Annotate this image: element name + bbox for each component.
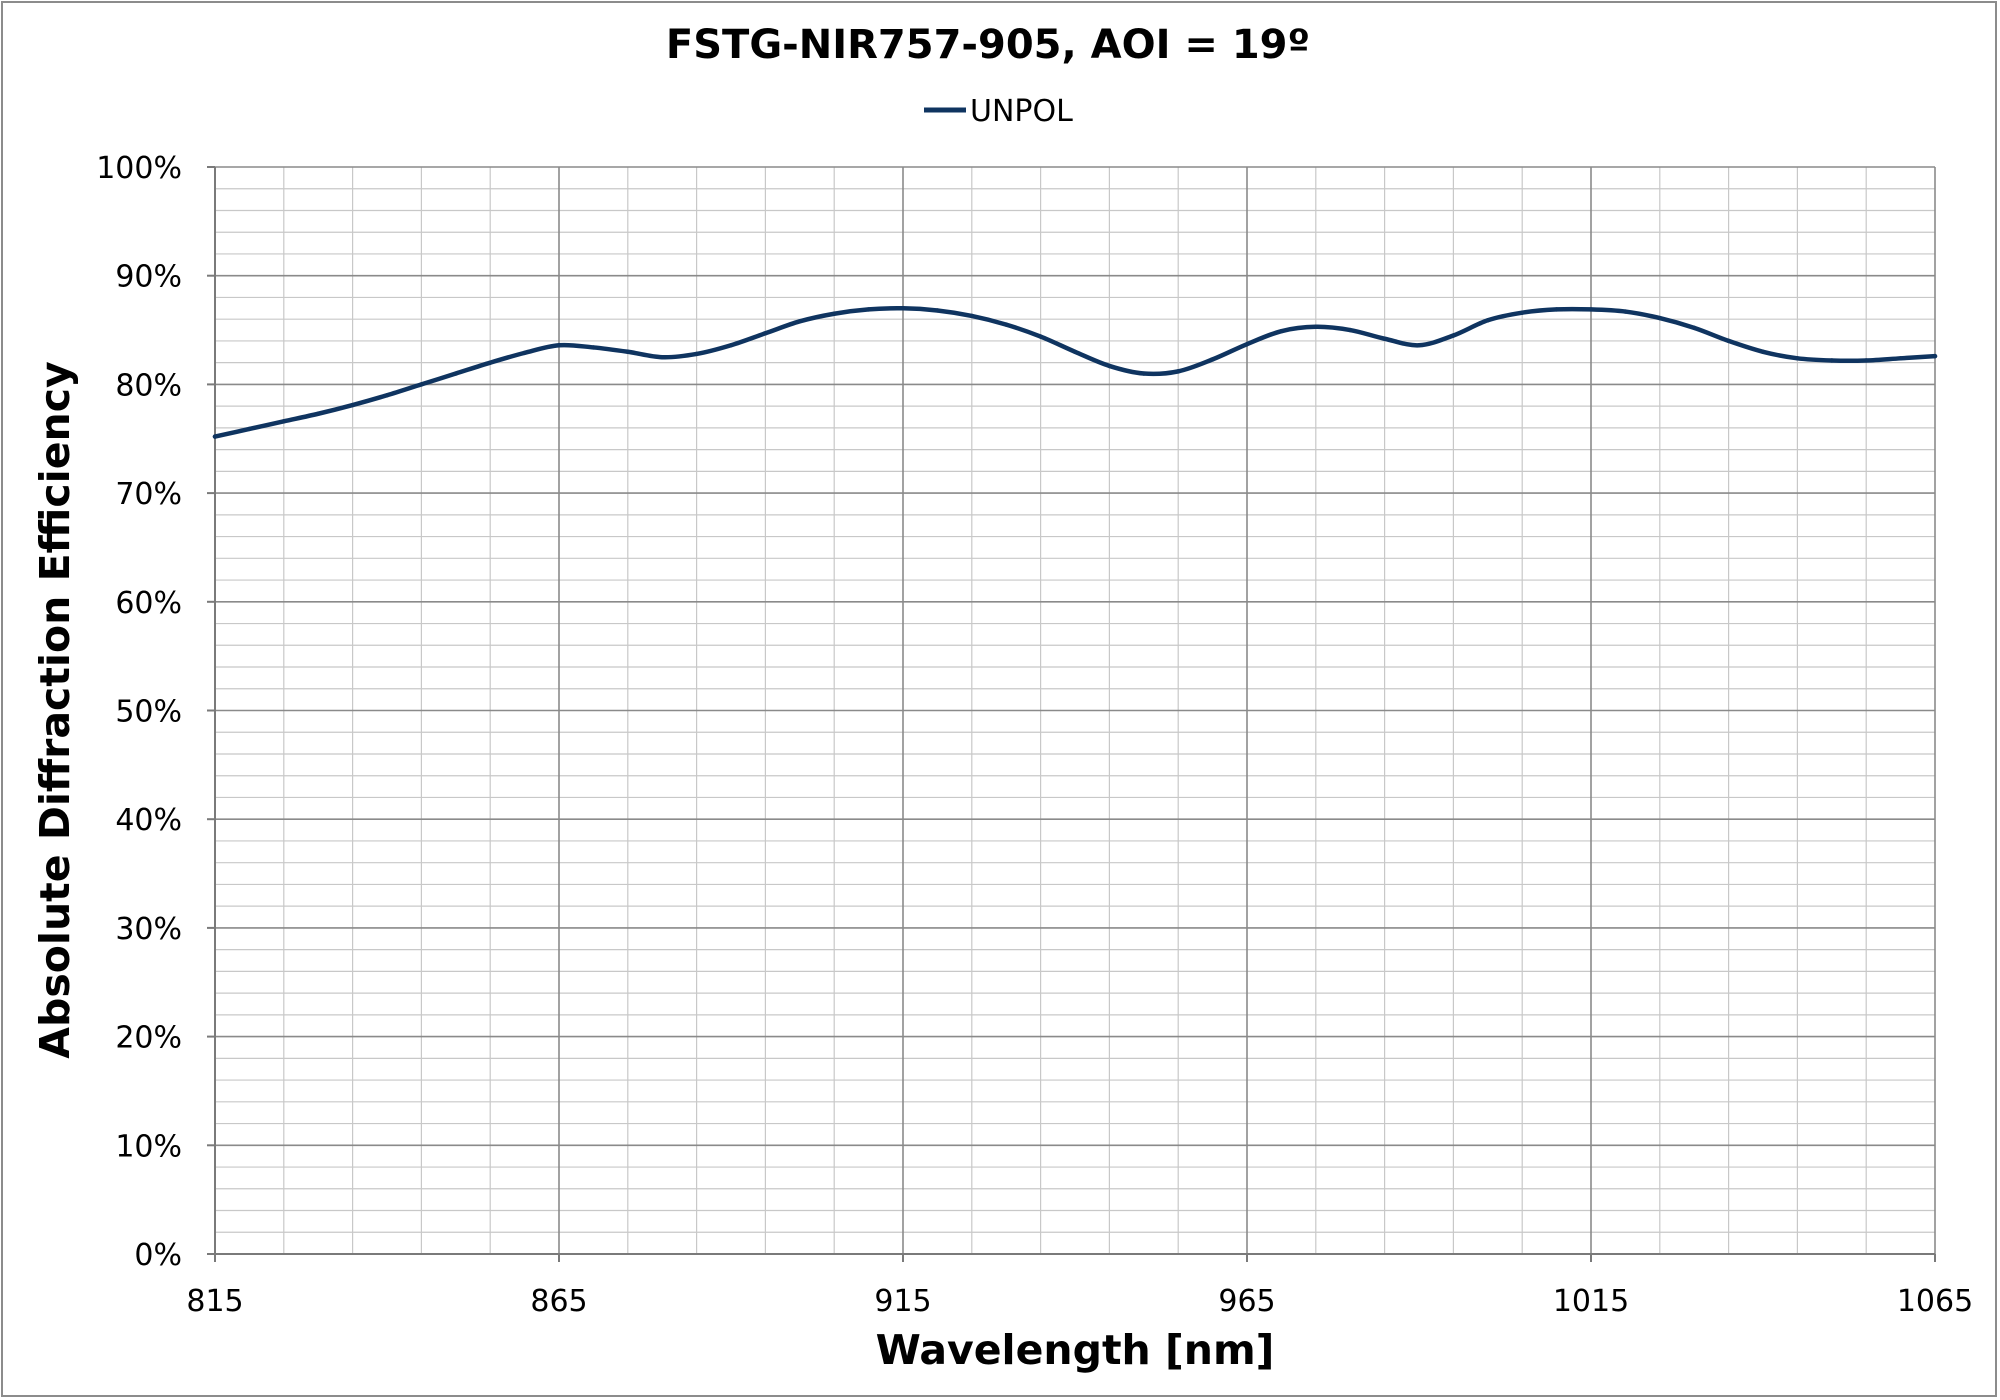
- y-tick-label: 40%: [115, 803, 182, 838]
- legend: UNPOL: [924, 94, 1073, 129]
- data-point: [1107, 363, 1112, 369]
- data-point: [522, 350, 527, 356]
- data-point: [1760, 349, 1766, 354]
- series-line-unpol: [212, 306, 1938, 439]
- data-point: [1726, 338, 1731, 344]
- y-tick-label: 100%: [96, 151, 182, 186]
- data-point: [832, 311, 837, 316]
- data-point: [1416, 343, 1422, 348]
- y-tick-label: 0%: [134, 1238, 182, 1273]
- x-tick-label: 965: [1218, 1284, 1275, 1319]
- data-point: [866, 307, 871, 312]
- y-tick-label: 30%: [115, 912, 182, 947]
- y-tick-label: 50%: [115, 695, 182, 730]
- data-point: [1554, 307, 1559, 312]
- x-axis-ticks: 815 865 915 965 1015 1065: [186, 1254, 1973, 1319]
- grid: [207, 166, 1936, 1262]
- y-tick-label: 70%: [115, 477, 182, 512]
- y-axis-ticks: 0% 10% 20% 30% 40% 50% 60% 70% 80% 90% 100%: [96, 151, 215, 1273]
- x-tick-label: 1015: [1553, 1284, 1629, 1319]
- data-point: [728, 343, 734, 348]
- data-point: [797, 319, 802, 324]
- data-point: [488, 360, 493, 365]
- y-tick-label: 80%: [115, 368, 182, 403]
- data-point: [1657, 315, 1663, 321]
- data-point: [1244, 341, 1250, 347]
- data-point: [1692, 325, 1697, 331]
- legend-label-unpol: UNPOL: [970, 94, 1073, 129]
- data-point: [935, 308, 940, 313]
- data-point: [281, 419, 286, 424]
- data-point: [1313, 324, 1319, 329]
- data-point: [1348, 327, 1353, 333]
- y-axis-title: Absolute Diffraction Efficiency: [31, 361, 79, 1058]
- data-point: [1004, 322, 1009, 327]
- x-tick-label: 815: [186, 1284, 243, 1319]
- data-point: [969, 313, 974, 319]
- data-point: [1623, 309, 1628, 314]
- data-point: [212, 434, 218, 439]
- data-point: [556, 343, 562, 348]
- x-tick-label: 1065: [1897, 1284, 1973, 1319]
- data-point: [1141, 371, 1147, 376]
- data-point: [591, 345, 596, 350]
- x-axis-title: Wavelength [nm]: [876, 1326, 1275, 1374]
- data-point: [247, 426, 252, 432]
- data-point: [763, 331, 768, 336]
- data-point: [1829, 358, 1835, 363]
- data-point: [1795, 356, 1800, 361]
- data-point: [1898, 356, 1903, 361]
- data-point: [1451, 333, 1456, 338]
- data-point: [1038, 334, 1043, 339]
- data-point: [1210, 357, 1215, 362]
- data-point: [1176, 369, 1181, 374]
- data-point: [1864, 358, 1869, 363]
- data-point: [419, 382, 424, 387]
- data-point: [1072, 349, 1078, 354]
- data-point: [694, 351, 699, 357]
- data-point: [625, 349, 630, 354]
- data-point: [1279, 328, 1284, 334]
- data-point: [1382, 336, 1387, 341]
- data-point: [316, 411, 321, 416]
- data-point: [384, 393, 390, 398]
- x-tick-label: 915: [874, 1284, 931, 1319]
- y-tick-label: 90%: [115, 260, 182, 295]
- y-tick-label: 10%: [115, 1129, 182, 1164]
- x-tick-label: 865: [530, 1284, 587, 1319]
- y-tick-label: 60%: [115, 586, 182, 621]
- series-layer: [212, 306, 1938, 439]
- chart-title: FSTG-NIR757-905, AOI = 19º: [666, 22, 1310, 68]
- data-point: [660, 355, 665, 360]
- data-point: [453, 371, 458, 376]
- y-tick-label: 20%: [115, 1021, 182, 1056]
- data-point: [1485, 318, 1491, 323]
- data-point: [1588, 307, 1594, 312]
- data-point: [350, 402, 355, 408]
- data-point: [1520, 310, 1525, 315]
- data-point: [1932, 353, 1938, 359]
- data-point: [900, 306, 906, 311]
